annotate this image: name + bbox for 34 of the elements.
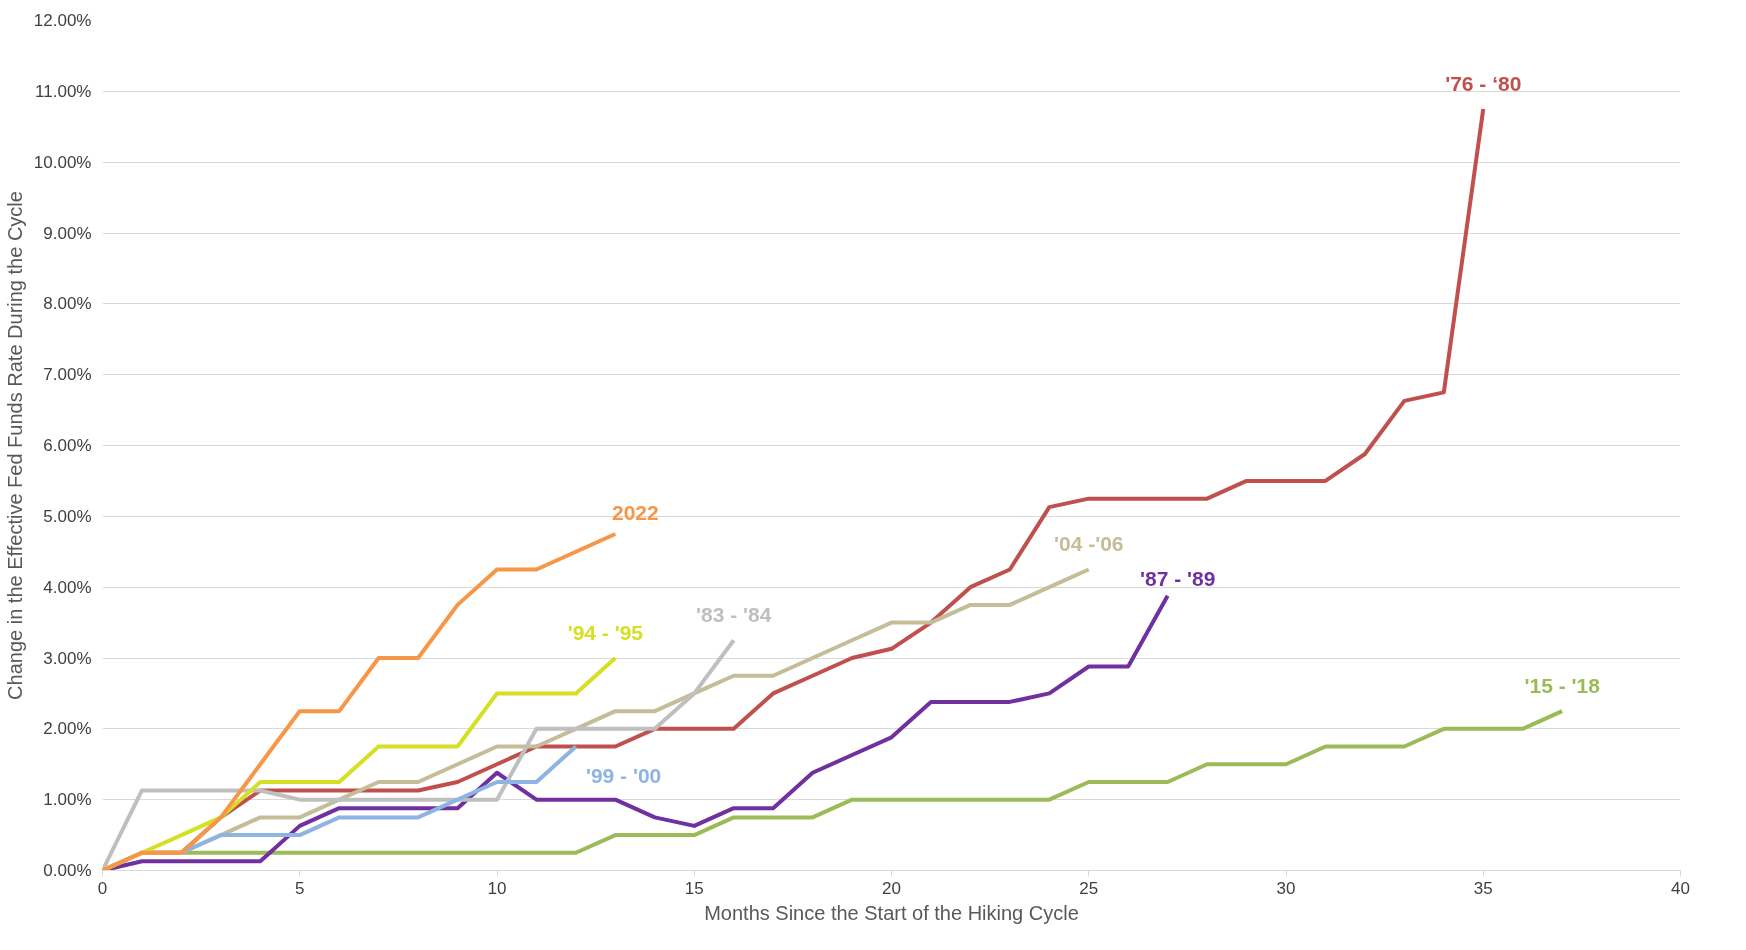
x-axis-title: Months Since the Start of the Hiking Cycle — [704, 901, 1079, 924]
y-tick-label: 4.00% — [43, 577, 92, 597]
x-tick-label: 40 — [1671, 878, 1690, 898]
series-label: '87 - '89 — [1139, 566, 1216, 590]
y-tick-label: 6.00% — [43, 436, 92, 455]
y-tick-label: 0.00% — [43, 861, 92, 880]
series-label: '99 - '00 — [585, 763, 662, 787]
line-series — [102, 532, 618, 871]
y-tick-label: 12.00% — [33, 11, 92, 30]
series-label: '94 - '95 — [567, 621, 644, 644]
series-label: 2022 — [611, 501, 659, 525]
x-tick-label: 35 — [1473, 878, 1493, 898]
series-label: '76 - ‘80 — [1445, 72, 1522, 96]
y-axis-title: Change in the Effective Fed Funds Rate During the Cycle — [3, 191, 26, 700]
y-tick-label: 3.00% — [43, 648, 92, 668]
y-tick-label: 2.00% — [43, 719, 92, 739]
x-tick-label: 10 — [487, 878, 507, 898]
series-label: '04 -'06 — [1053, 532, 1124, 556]
x-tick-label: 0 — [97, 878, 108, 898]
y-tick-label: 5.00% — [43, 506, 92, 526]
x-tick-label: 25 — [1079, 878, 1099, 898]
y-tick-label: 7.00% — [43, 365, 92, 385]
x-tick-label: 15 — [684, 878, 704, 898]
y-tick-label: 8.00% — [43, 294, 92, 314]
y-tick-label: 10.00% — [33, 152, 92, 172]
x-tick-label: 20 — [882, 878, 901, 898]
y-tick-label: 9.00% — [43, 223, 92, 243]
x-tick-label: 30 — [1276, 878, 1296, 898]
series-label: '15 - '18 — [1524, 674, 1601, 698]
series-label: '83 - '84 — [696, 603, 772, 627]
line-series — [102, 638, 736, 871]
y-tick-label: 11.00% — [35, 81, 92, 101]
x-tick-label: 5 — [295, 878, 305, 898]
y-tick-label: 1.00% — [43, 790, 92, 810]
